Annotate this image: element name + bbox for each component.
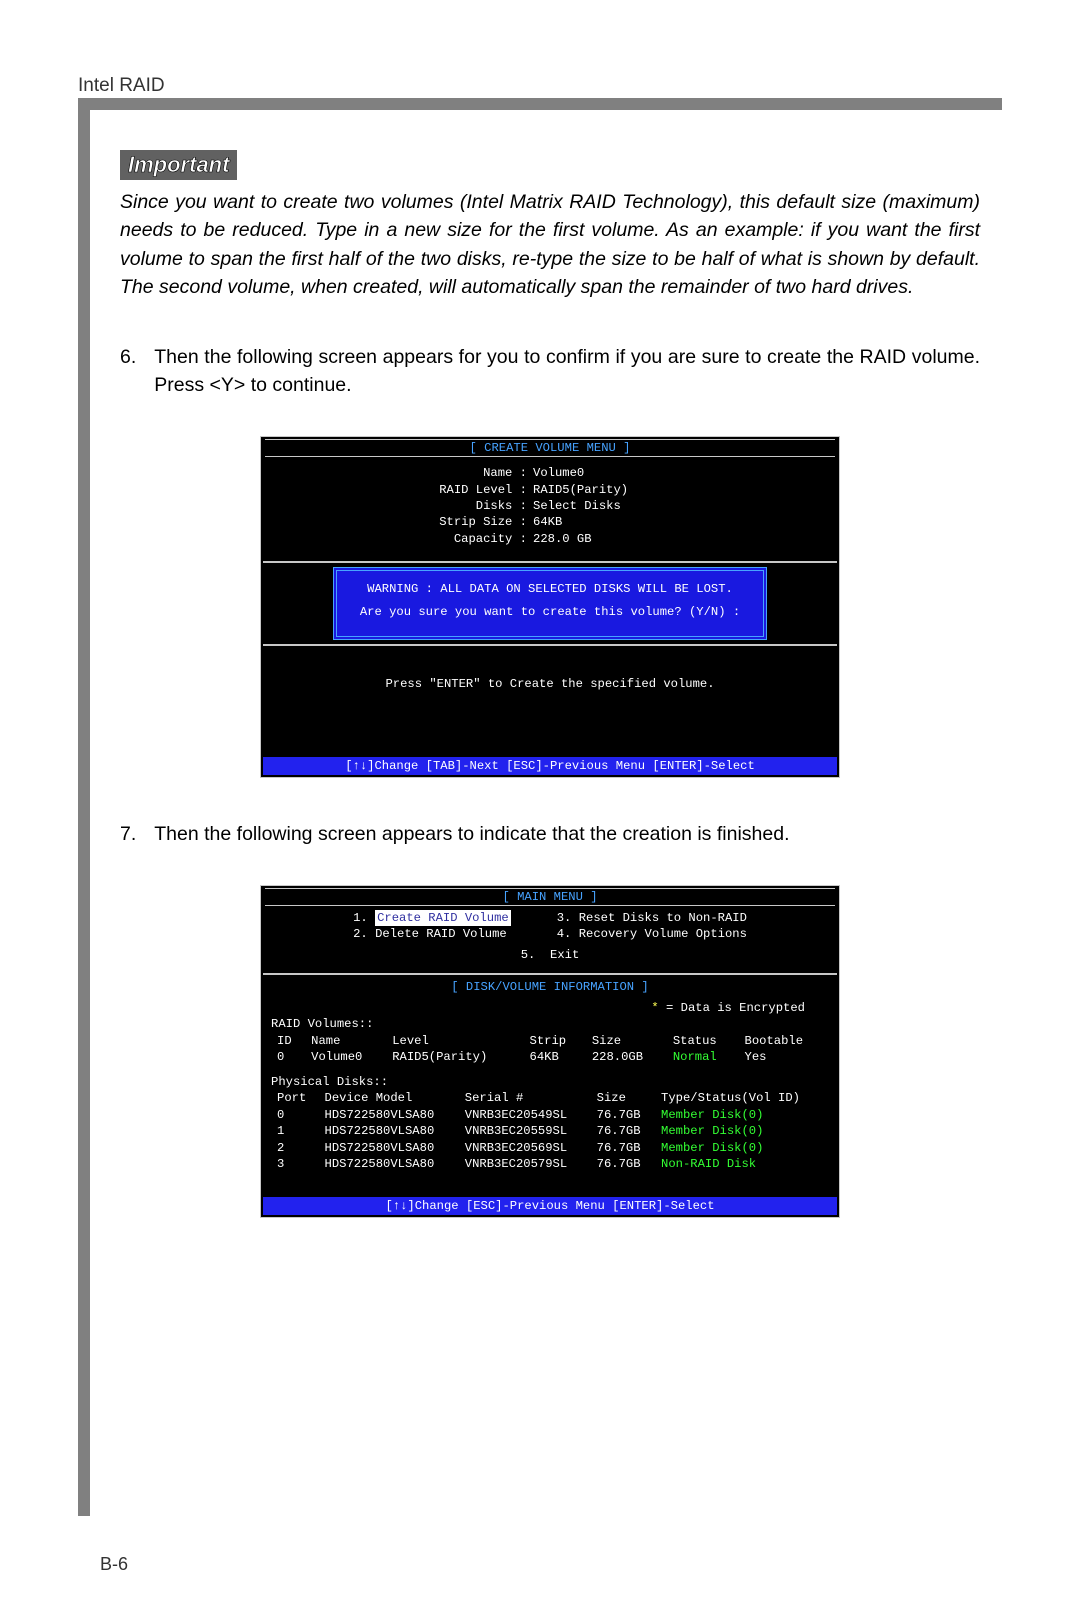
cell: 76.7GB (591, 1140, 655, 1156)
col-level: Level (386, 1033, 523, 1049)
cell: 1 (271, 1123, 319, 1139)
header-vertical-rule (78, 98, 90, 1516)
field-label: RAID Level : (387, 482, 527, 498)
cell: HDS722580VLSA80 (319, 1140, 459, 1156)
raid-volumes-table: ID Name Level Strip Size Status Bootable… (271, 1033, 829, 1066)
table-row: 1 HDS722580VLSA80 VNRB3EC20559SL 76.7GB … (271, 1123, 829, 1139)
field-label: Strip Size : (387, 514, 527, 530)
menu-item: Recovery Volume Options (579, 926, 747, 942)
bios-menu: 1. Create RAID Volume 2. Delete RAID Volum… (263, 906, 837, 947)
field-label: Name : (387, 465, 527, 481)
page-header: Intel RAID (78, 75, 165, 97)
cell: 2 (271, 1140, 319, 1156)
bios-info-title: [ DISK/VOLUME INFORMATION ] (265, 979, 835, 995)
field-value: Volume0 (533, 465, 713, 481)
cell-status: Normal (667, 1049, 739, 1065)
field-label: Capacity : (387, 531, 527, 547)
cell: HDS722580VLSA80 (319, 1123, 459, 1139)
menu-num: 3. (557, 910, 571, 926)
field-value: 64KB (533, 514, 713, 530)
cell: 0 (271, 1107, 319, 1123)
cell-type: Member Disk(0) (655, 1140, 829, 1156)
field-value: Select Disks (533, 498, 713, 514)
cell: VNRB3EC20579SL (459, 1156, 591, 1172)
col-model: Device Model (319, 1090, 459, 1106)
step-number: 6. (120, 343, 136, 400)
col-serial: Serial # (459, 1090, 591, 1106)
field-value: 228.0 GB (533, 531, 713, 547)
step-text: Then the following screen appears to ind… (154, 820, 980, 848)
col-size: Size (586, 1033, 667, 1049)
cell: 76.7GB (591, 1156, 655, 1172)
cell: 0 (271, 1049, 305, 1065)
cell-type: Member Disk(0) (655, 1107, 829, 1123)
menu-num: 5. (521, 948, 536, 962)
important-badge: Important (120, 150, 237, 180)
bios-info-section: * = Data is Encrypted RAID Volumes:: ID … (263, 996, 837, 1197)
cell-type: Non-RAID Disk (655, 1156, 829, 1172)
cell: Volume0 (305, 1049, 386, 1065)
page-number: B-6 (100, 1554, 128, 1575)
menu-item: Exit (550, 948, 579, 962)
bios-footer: [↑↓]Change [ESC]-Previous Menu [ENTER]-S… (263, 1197, 837, 1215)
col-port: Port (271, 1090, 319, 1106)
physical-disks-table: Port Device Model Serial # Size Type/Sta… (271, 1090, 829, 1172)
cell: 76.7GB (591, 1107, 655, 1123)
step-6: 6. Then the following screen appears for… (120, 343, 980, 400)
page-content: Important Since you want to create two v… (120, 150, 980, 1218)
menu-num: 2. (353, 926, 367, 942)
col-strip: Strip (524, 1033, 586, 1049)
menu-num: 4. (557, 926, 571, 942)
bios-create-volume-screen: [ CREATE VOLUME MENU ] Name : Volume0 RAI… (260, 436, 840, 779)
cell: 64KB (524, 1049, 586, 1065)
cell: RAID5(Parity) (386, 1049, 523, 1065)
important-text: Since you want to create two volumes (In… (120, 188, 980, 301)
bios-title: [ CREATE VOLUME MENU ] (265, 439, 835, 457)
step-number: 7. (120, 820, 136, 848)
cell: HDS722580VLSA80 (319, 1107, 459, 1123)
warning-line-1: WARNING : ALL DATA ON SELECTED DISKS WIL… (343, 581, 757, 597)
field-value: RAID5(Parity) (533, 482, 713, 498)
table-row: 0 Volume0 RAID5(Parity) 64KB 228.0GB Nor… (271, 1049, 829, 1065)
table-row: 3 HDS722580VLSA80 VNRB3EC20579SL 76.7GB … (271, 1156, 829, 1172)
col-boot: Bootable (739, 1033, 829, 1049)
legend-text: = Data is Encrypted (659, 1001, 805, 1015)
menu-num: 1. (353, 910, 367, 926)
raid-volumes-label: RAID Volumes:: (271, 1016, 829, 1032)
cell: Yes (739, 1049, 829, 1065)
table-row: 0 HDS722580VLSA80 VNRB3EC20549SL 76.7GB … (271, 1107, 829, 1123)
header-horizontal-rule (78, 98, 1002, 110)
bios-fields: Name :Volume0 RAID Level :RAID5(Parity) … (263, 457, 837, 557)
cell: HDS722580VLSA80 (319, 1156, 459, 1172)
col-name: Name (305, 1033, 386, 1049)
col-size: Size (591, 1090, 655, 1106)
menu-item: Reset Disks to Non-RAID (579, 910, 747, 926)
col-status: Status (667, 1033, 739, 1049)
table-row: 2 HDS722580VLSA80 VNRB3EC20569SL 76.7GB … (271, 1140, 829, 1156)
bios-hint: Press "ENTER" to Create the specified vo… (263, 650, 837, 756)
warning-line-2: Are you sure you want to create this vol… (343, 604, 757, 620)
field-label: Disks : (387, 498, 527, 514)
physical-disks-label: Physical Disks:: (271, 1074, 829, 1090)
step-7: 7. Then the following screen appears to … (120, 820, 980, 848)
bios-title: [ MAIN MENU ] (265, 888, 835, 906)
bios-footer: [↑↓]Change [TAB]-Next [ESC]-Previous Men… (263, 757, 837, 775)
cell: 3 (271, 1156, 319, 1172)
menu-item: Delete RAID Volume (375, 926, 507, 942)
step-text: Then the following screen appears for yo… (154, 343, 980, 400)
cell: VNRB3EC20559SL (459, 1123, 591, 1139)
legend-mark: * (651, 1001, 658, 1015)
cell: 76.7GB (591, 1123, 655, 1139)
bios-main-menu-screen: [ MAIN MENU ] 1. Create RAID Volume 2. Del… (260, 885, 840, 1219)
cell: VNRB3EC20549SL (459, 1107, 591, 1123)
col-type: Type/Status(Vol ID) (655, 1090, 829, 1106)
cell: VNRB3EC20569SL (459, 1140, 591, 1156)
menu-item-selected: Create RAID Volume (375, 910, 511, 926)
cell-type: Member Disk(0) (655, 1123, 829, 1139)
bios-warning-dialog: WARNING : ALL DATA ON SELECTED DISKS WIL… (333, 567, 767, 640)
col-id: ID (271, 1033, 305, 1049)
cell: 228.0GB (586, 1049, 667, 1065)
